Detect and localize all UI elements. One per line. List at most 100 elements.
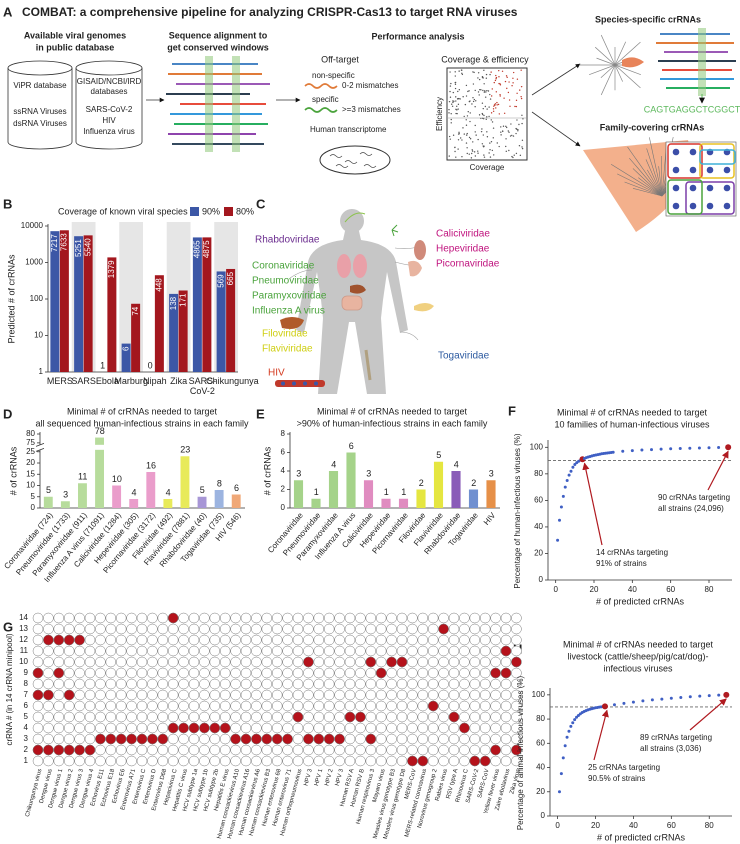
x-tick-label: Chikungunya xyxy=(206,376,259,386)
bar xyxy=(328,471,339,508)
empty-cell xyxy=(511,623,522,635)
data-point xyxy=(669,696,673,700)
empty-cell xyxy=(427,711,439,723)
empty-cell xyxy=(43,755,54,767)
scatter-schematic-part xyxy=(473,71,475,74)
scatter-schematic-part xyxy=(481,143,484,145)
empty-cell xyxy=(355,656,366,668)
y-axis-label: Predicted # of crRNAs xyxy=(6,254,16,344)
data-point xyxy=(575,715,579,719)
chart-title: Minimal # of crRNAs needed to target xyxy=(557,407,708,417)
bar xyxy=(107,257,117,372)
y-tick-label: 40 xyxy=(534,522,543,531)
scatter-schematic-part xyxy=(521,122,523,125)
empty-cell xyxy=(469,634,481,646)
scatter-schematic-part xyxy=(471,150,474,152)
scatter-schematic-part xyxy=(491,121,494,123)
y-tick-label: 10 xyxy=(34,331,43,340)
x-tick-label: 20 xyxy=(591,821,600,830)
empty-cell xyxy=(448,645,460,657)
empty-cell xyxy=(157,623,169,635)
empty-cell xyxy=(282,744,293,756)
scatter-schematic-part xyxy=(467,111,469,113)
empty-cell xyxy=(448,678,460,690)
empty-cell xyxy=(407,733,418,745)
empty-cell xyxy=(271,689,283,701)
empty-cell xyxy=(261,755,273,767)
data-label: 1 xyxy=(314,487,319,497)
x-tick-label: Nipah xyxy=(143,376,167,386)
scatter-schematic-part xyxy=(467,90,469,93)
scatter-schematic-part xyxy=(448,155,450,157)
bar xyxy=(451,471,461,508)
empty-cell xyxy=(365,700,377,712)
hit xyxy=(479,755,491,767)
data-point xyxy=(697,446,701,450)
empty-cell xyxy=(157,612,169,624)
empty-cell xyxy=(209,744,221,756)
label: non-specific xyxy=(312,71,355,80)
scatter-schematic-part xyxy=(517,128,519,131)
empty-cell xyxy=(323,744,335,756)
axis-break xyxy=(35,447,45,452)
empty-cell xyxy=(105,612,117,624)
scatter-schematic-part xyxy=(490,95,493,97)
y-tick-label: 10000 xyxy=(21,221,44,230)
virus-family-label: Picornaviridae xyxy=(436,259,500,270)
empty-cell xyxy=(479,678,491,690)
empty-cell xyxy=(251,700,262,712)
empty-cell xyxy=(199,667,210,679)
scatter-schematic-part xyxy=(506,87,508,90)
empty-cell xyxy=(334,722,345,734)
hit xyxy=(251,733,262,745)
empty-cell xyxy=(219,689,231,701)
scatter-schematic-part xyxy=(500,131,502,133)
scatter-schematic-part xyxy=(448,100,451,103)
scatter-schematic-part xyxy=(509,105,511,107)
data-label: 4 xyxy=(331,459,336,469)
data-label: 0 xyxy=(148,360,153,370)
crrna-grid-part xyxy=(672,202,680,210)
scatter-schematic-part xyxy=(449,96,452,98)
empty-cell xyxy=(219,612,231,624)
empty-cell xyxy=(344,689,356,701)
legend-title: Coverage of known viral species xyxy=(58,206,188,216)
empty-cell xyxy=(323,689,335,701)
empty-cell xyxy=(292,755,304,767)
empty-cell xyxy=(334,700,345,712)
bar xyxy=(131,303,141,372)
scatter-schematic-part xyxy=(454,71,456,73)
empty-cell xyxy=(199,755,210,767)
x-tick-label: 20 xyxy=(590,585,599,594)
bar xyxy=(231,494,241,508)
empty-cell xyxy=(417,634,429,646)
empty-cell xyxy=(157,700,169,712)
empty-cell xyxy=(188,700,200,712)
scatter-schematic-part xyxy=(454,150,456,153)
bar xyxy=(169,293,179,372)
scatter-schematic-part xyxy=(498,82,500,85)
empty-cell xyxy=(84,667,96,679)
empty-cell xyxy=(105,645,117,657)
scatter-schematic xyxy=(447,69,527,159)
scatter-schematic-part xyxy=(475,134,477,136)
scatter-schematic-part xyxy=(468,153,470,155)
data-label: 3 xyxy=(489,469,494,479)
scatter-schematic-part xyxy=(489,142,491,144)
empty-cell xyxy=(355,755,366,767)
data-point xyxy=(622,701,626,705)
phylo-tree-part xyxy=(594,46,616,66)
empty-cell xyxy=(407,612,418,624)
hit xyxy=(115,733,127,745)
empty-cell xyxy=(188,711,200,723)
empty-cell xyxy=(459,700,470,712)
x-tick-label: MERS xyxy=(46,376,73,386)
scatter-schematic-part xyxy=(478,78,481,81)
scatter-schematic-part xyxy=(519,89,521,91)
empty-cell xyxy=(219,755,231,767)
empty-cell xyxy=(334,623,345,635)
empty-cell xyxy=(32,634,44,646)
empty-cell xyxy=(427,623,439,635)
bar xyxy=(43,496,53,508)
scatter-schematic-part xyxy=(490,112,493,114)
